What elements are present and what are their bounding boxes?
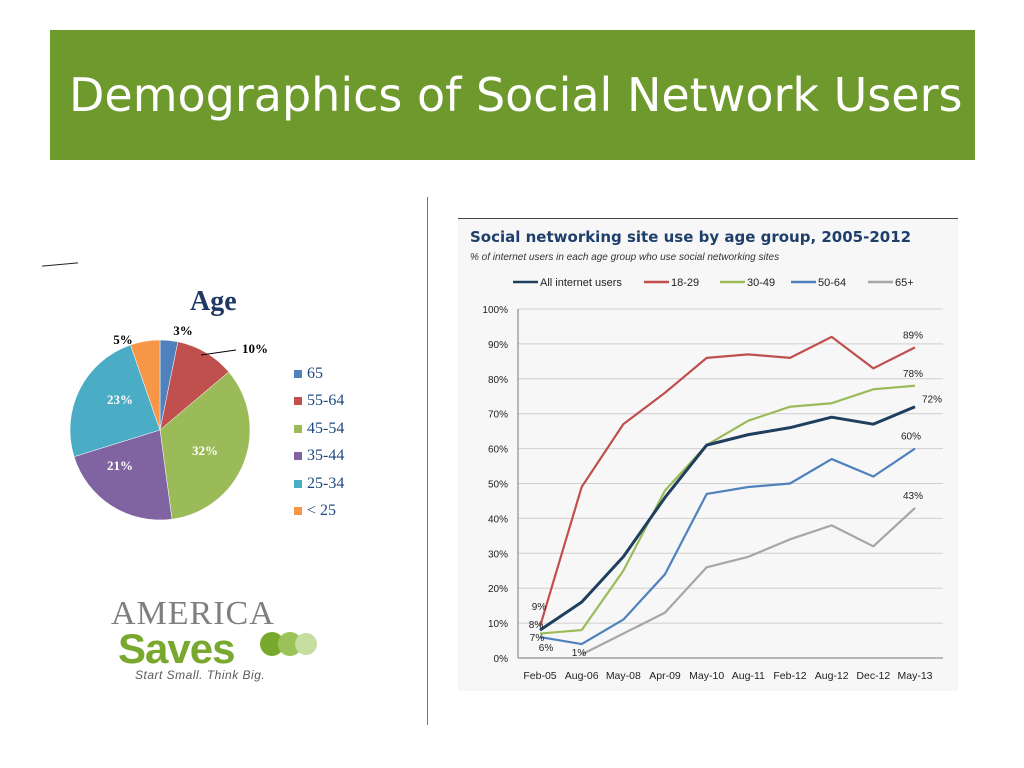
y-tick-label: 10% <box>488 619 508 630</box>
pie-slice-3 <box>159 371 251 520</box>
legend-item-4: 35-44 <box>294 443 344 471</box>
series-line-50-64 <box>539 447 916 646</box>
legend-swatch <box>294 424 302 433</box>
legend-text-3: 30-49 <box>747 277 775 289</box>
legend-swatch <box>294 507 302 516</box>
y-tick-label: 20% <box>488 584 508 595</box>
y-tick-label: 90% <box>488 340 508 351</box>
legend-item-6: < 25 <box>294 498 344 526</box>
pie-label-2: 10% <box>242 341 268 356</box>
legend-label: 25-34 <box>307 474 345 492</box>
x-tick-label: Aug-11 <box>732 670 765 682</box>
legend-swatch <box>294 369 302 378</box>
y-tick-label: 0% <box>494 654 509 665</box>
pie-leader-line <box>200 349 237 356</box>
stray-line <box>42 262 78 267</box>
pie-label-5: 23% <box>107 392 133 407</box>
x-tick-label: Aug-12 <box>815 670 849 682</box>
y-tick-label: 80% <box>488 375 508 386</box>
end-label: 43% <box>903 491 923 502</box>
x-tick-label: May-10 <box>689 670 724 682</box>
legend-label: < 25 <box>307 502 337 520</box>
legend-item-1: 65 <box>294 360 344 388</box>
x-tick-label: Apr-09 <box>649 670 681 682</box>
start-label: 6% <box>539 643 554 654</box>
pie-label-3: 32% <box>192 443 218 458</box>
legend-text-5: 65+ <box>895 277 914 289</box>
series-line-30-49 <box>539 384 916 635</box>
pie-slice-5 <box>69 344 161 457</box>
x-tick-label: May-08 <box>606 670 641 682</box>
line-chart: All internet users 18-29 30-49 50-64 65+ 0% 10… <box>482 277 943 682</box>
logo-circles-icon <box>260 632 317 656</box>
x-tick-label: Aug-06 <box>565 670 599 682</box>
end-label: 72% <box>922 395 942 406</box>
pie-chart-title: Age <box>190 286 237 317</box>
pie-label-6: 5% <box>113 332 133 347</box>
pie-slice-6 <box>130 339 161 431</box>
end-label: 78% <box>903 369 923 380</box>
title-banner: Demographics of Social Network Users <box>50 30 975 160</box>
logo-top-text: AMERICA <box>111 595 275 632</box>
y-tick-label: 100% <box>482 305 508 316</box>
legend-label: 65 <box>307 364 323 382</box>
x-tick-label: Feb-12 <box>773 670 806 682</box>
legend-item-5: 25-34 <box>294 470 344 498</box>
legend-text-4: 50-64 <box>818 277 846 289</box>
slide-title: Demographics of Social Network Users <box>69 68 963 122</box>
y-tick-label: 50% <box>488 480 508 491</box>
pie-label-1: 3% <box>173 323 193 338</box>
line-chart-panel: Social networking site use by age group,… <box>458 218 958 691</box>
x-tick-label: Feb-05 <box>523 670 556 682</box>
pie-slice-4 <box>73 429 173 521</box>
america-saves-logo: AMERICA Saves Start Small. Think Big. <box>108 595 318 690</box>
y-tick-label: 70% <box>488 410 508 421</box>
legend-label: 55-64 <box>307 392 345 410</box>
start-label: 8% <box>529 620 544 631</box>
legend-item-2: 55-64 <box>294 388 344 416</box>
end-label: 89% <box>903 330 923 341</box>
line-chart-title: Social networking site use by age group,… <box>470 228 912 246</box>
start-label: 1% <box>572 648 587 659</box>
start-label: 7% <box>530 633 545 644</box>
legend-text-2: 18-29 <box>671 277 699 289</box>
legend-label: 45-54 <box>307 419 345 437</box>
series-line-all-internet-users <box>539 405 916 632</box>
start-label: 9% <box>532 602 547 613</box>
logo-tagline: Start Small. Think Big. <box>135 668 266 682</box>
legend-swatch <box>294 479 302 488</box>
pie-chart: 3% 10% 32% 21% 23% 5% <box>69 323 268 521</box>
pie-label-4: 21% <box>107 458 133 473</box>
y-tick-label: 30% <box>488 549 508 560</box>
line-chart-subtitle: % of internet users in each age group wh… <box>470 252 780 263</box>
legend-item-3: 45-54 <box>294 415 344 443</box>
pie-legend: 65 55-64 45-54 35-44 25-34 < 25 <box>294 360 344 525</box>
x-tick-label: Dec-12 <box>856 670 890 682</box>
end-label: 60% <box>901 432 921 443</box>
legend-swatch <box>294 452 302 461</box>
vertical-divider <box>427 197 428 725</box>
y-tick-label: 60% <box>488 445 508 456</box>
legend-label: 35-44 <box>307 447 345 465</box>
legend-swatch <box>294 397 302 406</box>
legend-text-1: All internet users <box>540 277 622 289</box>
x-tick-label: May-13 <box>897 670 932 682</box>
y-tick-label: 40% <box>488 514 508 525</box>
series-line-65- <box>581 507 916 656</box>
logo-main-text: Saves <box>118 625 235 672</box>
series-line-18-29 <box>538 335 916 627</box>
